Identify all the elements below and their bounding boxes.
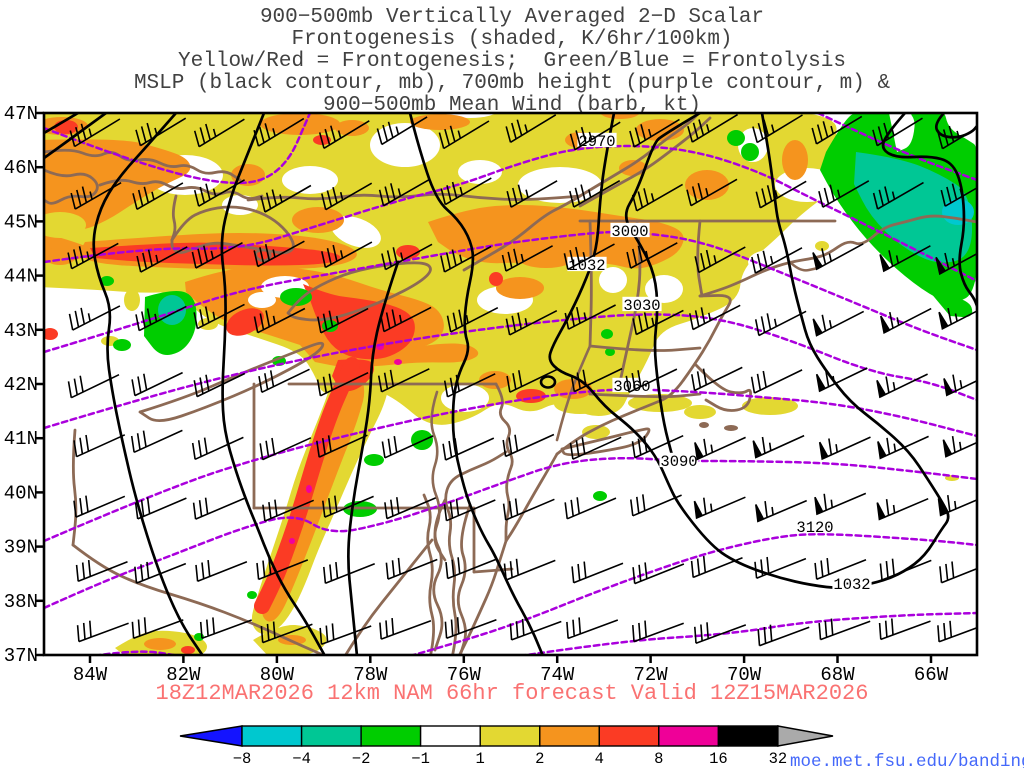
- svg-text:−8: −8: [233, 750, 252, 768]
- svg-text:46N: 46N: [4, 157, 38, 179]
- svg-text:70W: 70W: [727, 664, 762, 686]
- svg-text:3090: 3090: [660, 453, 697, 471]
- svg-text:43N: 43N: [4, 320, 38, 342]
- svg-text:32: 32: [769, 750, 788, 768]
- svg-text:66W: 66W: [914, 664, 949, 686]
- svg-text:47N: 47N: [4, 103, 38, 125]
- svg-text:3060: 3060: [613, 378, 650, 396]
- svg-text:1032: 1032: [833, 576, 870, 594]
- svg-text:41N: 41N: [4, 428, 38, 450]
- svg-text:39N: 39N: [4, 537, 38, 559]
- svg-text:−2: −2: [352, 750, 371, 768]
- svg-text:78W: 78W: [353, 664, 388, 686]
- svg-text:84W: 84W: [73, 664, 108, 686]
- svg-text:18Z12MAR2026 12km NAM 66hr for: 18Z12MAR2026 12km NAM 66hr forecast Vali…: [156, 681, 869, 706]
- svg-text:Yellow/Red = Frontogenesis; G: Yellow/Red = Frontogenesis; Green/Blue =…: [178, 50, 846, 73]
- svg-text:3000: 3000: [611, 223, 648, 241]
- svg-text:3030: 3030: [623, 297, 660, 315]
- svg-text:1032: 1032: [568, 257, 605, 275]
- svg-text:76W: 76W: [447, 664, 482, 686]
- svg-text:82W: 82W: [166, 664, 201, 686]
- svg-text:2970: 2970: [578, 133, 615, 151]
- svg-text:38N: 38N: [4, 591, 38, 613]
- svg-text:68W: 68W: [820, 664, 855, 686]
- svg-text:−4: −4: [292, 750, 311, 768]
- svg-text:8: 8: [654, 750, 663, 768]
- svg-text:2: 2: [535, 750, 544, 768]
- svg-text:42N: 42N: [4, 374, 38, 396]
- svg-text:3120: 3120: [796, 519, 833, 537]
- svg-text:900−500mb Mean Wind (barb, kt): 900−500mb Mean Wind (barb, kt): [323, 94, 701, 117]
- svg-text:900−500mb Vertically Averaged: 900−500mb Vertically Averaged 2−D Scalar: [260, 6, 764, 29]
- svg-text:37N: 37N: [4, 645, 38, 667]
- svg-text:MSLP (black contour, mb), 700m: MSLP (black contour, mb), 700mb height (…: [134, 72, 891, 95]
- svg-text:44N: 44N: [4, 266, 38, 288]
- svg-text:Frontogenesis (shaded, K/6hr/1: Frontogenesis (shaded, K/6hr/100km): [291, 28, 732, 51]
- svg-text:45N: 45N: [4, 211, 38, 233]
- svg-text:40N: 40N: [4, 482, 38, 504]
- svg-text:16: 16: [709, 750, 728, 768]
- svg-text:72W: 72W: [633, 664, 668, 686]
- svg-text:−1: −1: [411, 750, 430, 768]
- svg-text:74W: 74W: [540, 664, 575, 686]
- svg-text:moe.met.fsu.edu/banding: moe.met.fsu.edu/banding: [790, 752, 1024, 768]
- svg-text:1: 1: [476, 750, 485, 768]
- svg-text:80W: 80W: [260, 664, 295, 686]
- svg-text:4: 4: [595, 750, 604, 768]
